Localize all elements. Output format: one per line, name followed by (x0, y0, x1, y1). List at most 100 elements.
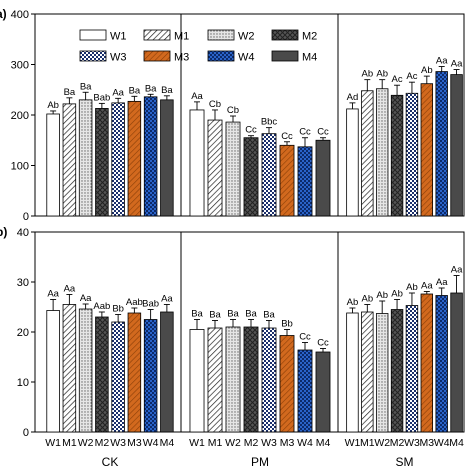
group-label-ck: CK (102, 455, 119, 469)
bar-sm-m2 (390, 94, 404, 217)
significance-label: Cc (281, 131, 293, 142)
bar-ck-w3 (111, 321, 125, 433)
bar-sm-w4 (435, 71, 448, 217)
bar-sm-w4 (435, 295, 448, 433)
y-tick-label: 300 (11, 60, 29, 72)
significance-label: Cc (317, 127, 329, 138)
bar-sm-w1 (346, 312, 359, 433)
significance-label: Aab (93, 301, 110, 312)
x-tick-label: W3 (404, 437, 420, 449)
significance-label: Ba (263, 310, 275, 321)
legend-swatch-m2 (271, 29, 299, 41)
bar-sm-m1 (361, 90, 374, 217)
significance-label: Ba (209, 310, 221, 321)
legend-label-m1: M1 (174, 31, 189, 43)
bar-ck-w2 (78, 308, 93, 433)
significance-label: Ba (80, 81, 92, 92)
bar-sm-m3 (420, 293, 434, 433)
bar-sm-w3 (405, 305, 419, 433)
x-tick-label: M4 (160, 437, 175, 449)
bar-ck-m1 (62, 103, 77, 217)
bar-sm-m1 (361, 311, 374, 433)
x-tick-label: M3 (420, 437, 435, 449)
bar-sm-w1 (346, 108, 359, 217)
legend-swatch-w2 (207, 29, 235, 41)
bar-pm-m1 (207, 327, 223, 433)
bar-ck-w2 (78, 99, 93, 217)
legend-label-w4: W4 (238, 52, 255, 64)
chart-root: 0100200300400a)AbBaBaBabAaBaBaBaAaCbCbCc… (0, 7, 465, 469)
significance-label: Ab (376, 69, 388, 80)
y-tick-label: 10 (17, 377, 29, 389)
significance-label: Ab (406, 282, 418, 293)
bar-pm-m2 (243, 326, 259, 433)
bar-pm-m2 (243, 137, 259, 217)
bar-pm-w3 (261, 133, 277, 217)
bar-ck-m1 (62, 304, 77, 433)
panel-a: 0100200300400a)AbBaBaBabAaBaBaBaAaCbCbCc… (0, 7, 465, 223)
x-tick-label: M1 (208, 437, 223, 449)
y-tick-label: 0 (23, 427, 29, 439)
significance-label: Ba (161, 85, 173, 96)
bar-pm-w2 (225, 326, 241, 433)
significance-label: Ab (47, 100, 59, 111)
significance-label: Aa (421, 281, 433, 292)
significance-label: Ad (347, 92, 359, 103)
x-tick-label: M4 (449, 437, 464, 449)
bar-pm-w4 (297, 146, 313, 217)
bar-sm-w2 (375, 88, 389, 217)
x-tick-label: M4 (316, 437, 331, 449)
bar-ck-m4 (160, 99, 174, 217)
bar-pm-w4 (297, 349, 313, 433)
x-tick-label: M3 (127, 437, 142, 449)
x-tick-label: M2 (95, 437, 110, 449)
legend-swatch-w4 (207, 50, 235, 62)
significance-label: Ab (362, 294, 374, 305)
significance-label: Aa (436, 56, 448, 67)
bar-pm-m4 (315, 351, 331, 433)
significance-label: Aa (47, 289, 59, 300)
x-tick-label: W1 (345, 437, 361, 449)
significance-label: Cc (317, 338, 329, 349)
legend-swatch-w3 (79, 50, 107, 62)
y-tick-label: 200 (11, 110, 29, 122)
bar-sm-m2 (390, 309, 404, 433)
significance-label: Ba (64, 87, 76, 98)
significance-label: Ac (406, 71, 417, 82)
bar-ck-m3 (127, 312, 142, 433)
x-tick-label: M1 (62, 437, 77, 449)
significance-label: Cc (299, 332, 311, 343)
legend-swatch-m3 (143, 50, 171, 62)
significance-label: Cc (299, 127, 311, 138)
significance-label: Bb (112, 304, 124, 315)
significance-label: Aa (451, 265, 463, 276)
bar-pm-w3 (261, 327, 277, 433)
significance-label: Ba (191, 309, 203, 320)
significance-label: Ba (245, 309, 257, 320)
significance-label: Ab (391, 289, 403, 300)
bar-pm-w2 (225, 121, 241, 217)
significance-label: Aa (64, 284, 76, 295)
bar-sm-w2 (375, 313, 389, 433)
significance-label: Cc (245, 125, 257, 136)
significance-label: Cb (227, 105, 239, 116)
bar-pm-w1 (189, 109, 205, 217)
significance-label: Aa (112, 87, 124, 98)
legend-label-w3: W3 (110, 52, 127, 64)
panel-b: 0 10 20 30 40 b) Aa W1 Aa M1 Aa W2 Aab M2 Bb W3 Aab M3 Bab… (0, 225, 465, 469)
x-tick-label: W3 (110, 437, 126, 449)
y-tick-label: 30 (17, 277, 29, 289)
significance-label: Bab (142, 299, 159, 310)
x-tick-label: W2 (225, 437, 241, 449)
significance-label: Ab (421, 65, 433, 76)
x-tick-label: W4 (143, 437, 159, 449)
x-tick-label: W1 (189, 437, 205, 449)
significance-label: Ab (362, 69, 374, 80)
bar-ck-m2 (95, 316, 109, 433)
x-tick-label: W3 (261, 437, 277, 449)
legend-label-w2: W2 (238, 31, 255, 43)
legend-label-m4: M4 (302, 52, 317, 64)
group-label-pm: PM (251, 455, 269, 469)
x-tick-label: W4 (297, 437, 313, 449)
legend-swatch-w1 (79, 29, 107, 41)
